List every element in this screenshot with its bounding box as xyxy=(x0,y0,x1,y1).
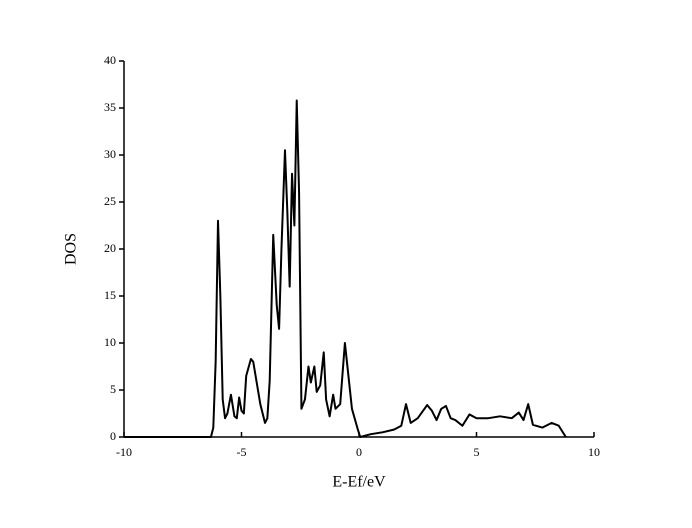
y-tick-label: 40 xyxy=(104,53,116,67)
y-axis-title: DOS xyxy=(63,233,80,265)
x-axis-title: E-Ef/eV xyxy=(332,474,386,491)
y-tick-label: 15 xyxy=(104,288,116,302)
y-tick-label: 30 xyxy=(104,147,116,161)
dos-line xyxy=(124,99,567,438)
x-tick-label: 5 xyxy=(474,445,480,459)
x-tick-label: 10 xyxy=(588,445,600,459)
x-tick-label: -10 xyxy=(116,445,132,459)
y-tick-label: 35 xyxy=(104,100,116,114)
y-tick-label: 10 xyxy=(104,335,116,349)
y-tick-label: 0 xyxy=(110,429,116,443)
y-tick-label: 20 xyxy=(104,241,116,255)
y-tick-label: 25 xyxy=(104,194,116,208)
x-tick-label: 0 xyxy=(356,445,362,459)
x-tick-label: -5 xyxy=(237,445,247,459)
y-tick-label: 5 xyxy=(110,382,116,396)
